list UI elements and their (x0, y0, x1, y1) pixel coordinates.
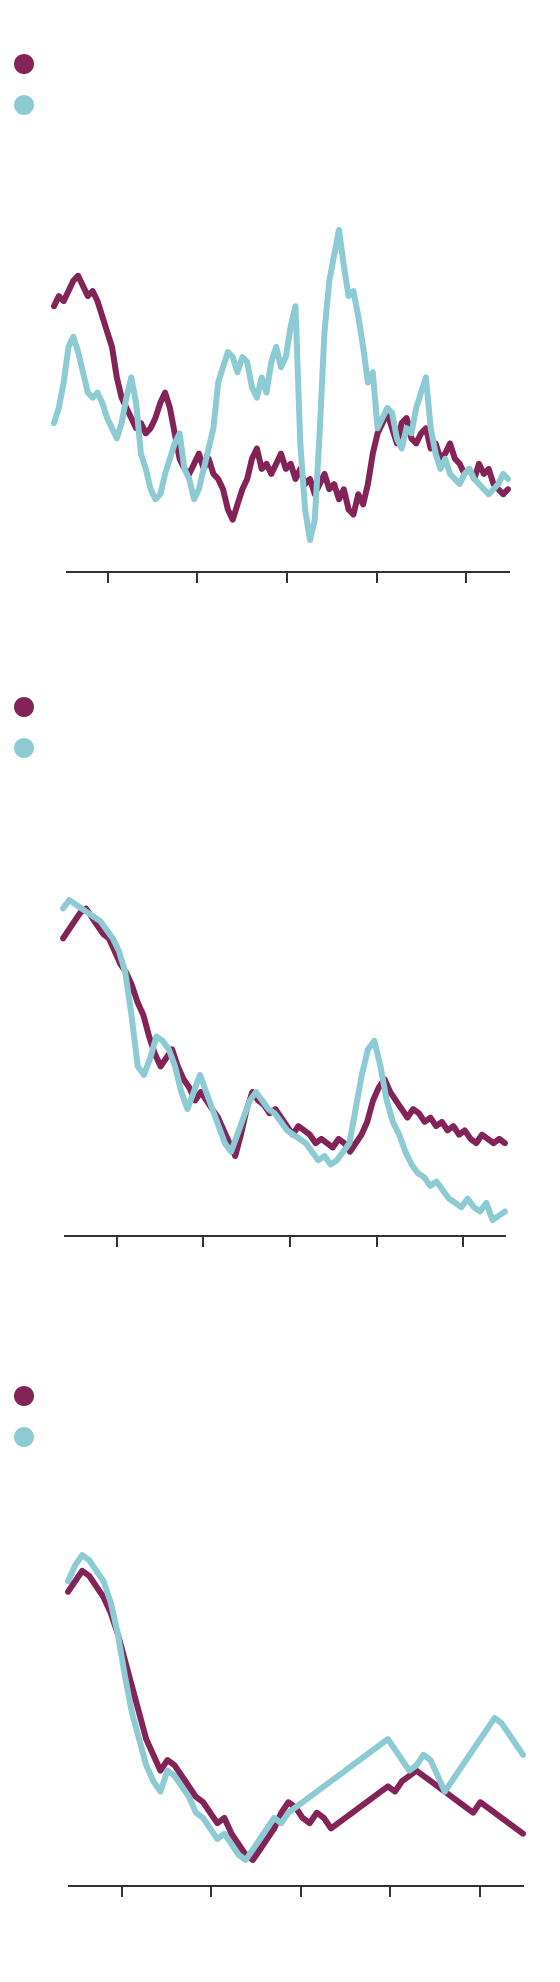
series-line-2 (65, 1552, 526, 1863)
series-line-1 (65, 1567, 526, 1863)
legend-marker-series-b (14, 1427, 34, 1447)
chart-panel-2 (0, 660, 560, 1280)
chart-panel-3 (0, 1340, 560, 1982)
plot-lines (65, 1552, 526, 1863)
chart-panel-1 (0, 0, 560, 600)
series-line-1 (60, 905, 508, 1159)
x-axis-ticks (121, 1886, 481, 1897)
legend-marker-series-a (14, 54, 34, 74)
x-axis-ticks (107, 572, 467, 583)
series-line-1 (51, 272, 511, 523)
line-chart-3 (65, 1552, 526, 1897)
plot-lines (60, 897, 508, 1223)
series-line-2 (51, 227, 511, 543)
x-axis-ticks (116, 1236, 464, 1247)
line-chart-1 (51, 227, 511, 583)
legend-marker-series-a (14, 697, 34, 717)
line-chart-2 (60, 897, 508, 1247)
legend-marker-series-b (14, 738, 34, 758)
legend-marker-series-a (14, 1386, 34, 1406)
series-line-2 (60, 897, 508, 1223)
plot-lines (51, 227, 511, 543)
legend-marker-series-b (14, 95, 34, 115)
